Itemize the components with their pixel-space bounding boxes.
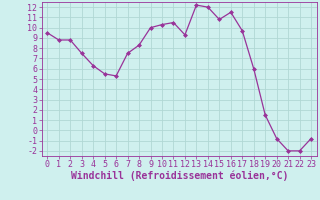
X-axis label: Windchill (Refroidissement éolien,°C): Windchill (Refroidissement éolien,°C) bbox=[70, 171, 288, 181]
